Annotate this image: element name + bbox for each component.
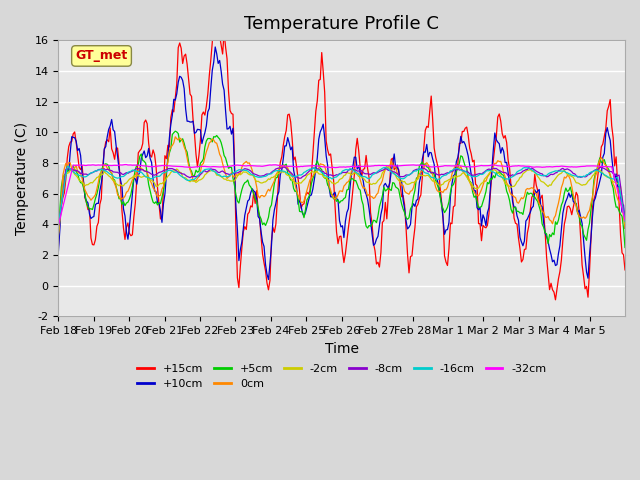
Line: 0cm: 0cm xyxy=(58,137,625,236)
-16cm xyxy=(621,218,629,224)
+5cm xyxy=(172,128,179,134)
+10cm xyxy=(92,202,99,207)
+15cm xyxy=(92,237,99,243)
+10cm xyxy=(54,249,62,254)
+5cm xyxy=(54,225,62,231)
Title: Temperature Profile C: Temperature Profile C xyxy=(244,15,439,33)
-2cm xyxy=(544,184,552,190)
Legend: +15cm, +10cm, +5cm, 0cm, -2cm, -8cm, -16cm, -32cm: +15cm, +10cm, +5cm, 0cm, -2cm, -8cm, -16… xyxy=(132,360,550,394)
-16cm xyxy=(348,166,355,172)
-32cm xyxy=(621,217,629,223)
-2cm xyxy=(74,175,81,180)
+5cm xyxy=(74,171,81,177)
0cm xyxy=(348,168,355,174)
X-axis label: Time: Time xyxy=(324,342,358,356)
+5cm xyxy=(621,245,629,251)
Line: -8cm: -8cm xyxy=(58,167,625,228)
Line: -16cm: -16cm xyxy=(58,166,625,225)
+15cm xyxy=(348,203,355,208)
-2cm xyxy=(92,177,99,182)
-2cm xyxy=(621,221,629,227)
-16cm xyxy=(54,222,62,228)
0cm xyxy=(621,225,629,231)
-8cm xyxy=(618,194,626,200)
-32cm xyxy=(348,164,355,169)
0cm xyxy=(92,192,99,198)
+10cm xyxy=(349,164,356,170)
+15cm xyxy=(54,243,62,249)
-32cm xyxy=(92,162,99,168)
-16cm xyxy=(618,201,626,206)
-32cm xyxy=(618,205,626,211)
+5cm xyxy=(544,240,552,246)
-8cm xyxy=(598,164,605,170)
+15cm xyxy=(620,252,627,258)
-2cm xyxy=(460,170,468,176)
-32cm xyxy=(123,162,131,168)
-16cm xyxy=(93,168,100,173)
Line: -32cm: -32cm xyxy=(58,165,625,225)
Line: +5cm: +5cm xyxy=(58,131,625,248)
-8cm xyxy=(621,216,629,222)
-2cm xyxy=(383,163,390,169)
+10cm xyxy=(546,246,554,252)
-8cm xyxy=(346,167,354,172)
+15cm xyxy=(74,152,81,158)
-8cm xyxy=(543,174,550,180)
-32cm xyxy=(54,222,62,228)
-32cm xyxy=(74,162,81,168)
0cm xyxy=(74,169,81,175)
+10cm xyxy=(264,276,272,282)
-16cm xyxy=(76,172,83,178)
+15cm xyxy=(621,267,629,273)
+5cm xyxy=(460,158,468,164)
+5cm xyxy=(348,176,355,181)
Line: +15cm: +15cm xyxy=(58,1,625,300)
Y-axis label: Temperature (C): Temperature (C) xyxy=(15,122,29,235)
+10cm xyxy=(74,148,81,154)
Line: -2cm: -2cm xyxy=(58,166,625,234)
-8cm xyxy=(74,168,81,174)
-32cm xyxy=(460,164,468,169)
-16cm xyxy=(544,171,552,177)
-16cm xyxy=(460,168,468,174)
0cm xyxy=(618,199,626,205)
0cm xyxy=(544,214,552,219)
Line: +10cm: +10cm xyxy=(58,47,625,279)
-2cm xyxy=(618,197,626,203)
-16cm xyxy=(63,163,71,169)
+10cm xyxy=(461,142,469,147)
-2cm xyxy=(346,170,354,176)
0cm xyxy=(54,233,62,239)
-32cm xyxy=(544,164,552,170)
-8cm xyxy=(458,167,466,173)
Text: GT_met: GT_met xyxy=(76,49,127,62)
+10cm xyxy=(211,44,219,50)
+10cm xyxy=(620,202,627,208)
+5cm xyxy=(92,196,99,202)
0cm xyxy=(172,134,179,140)
+10cm xyxy=(621,226,629,231)
0cm xyxy=(460,169,468,175)
+15cm xyxy=(544,271,552,277)
+15cm xyxy=(552,297,559,303)
+5cm xyxy=(618,213,626,219)
+15cm xyxy=(460,129,468,134)
+15cm xyxy=(213,0,221,4)
-8cm xyxy=(54,225,62,231)
-2cm xyxy=(54,231,62,237)
-8cm xyxy=(92,168,99,174)
